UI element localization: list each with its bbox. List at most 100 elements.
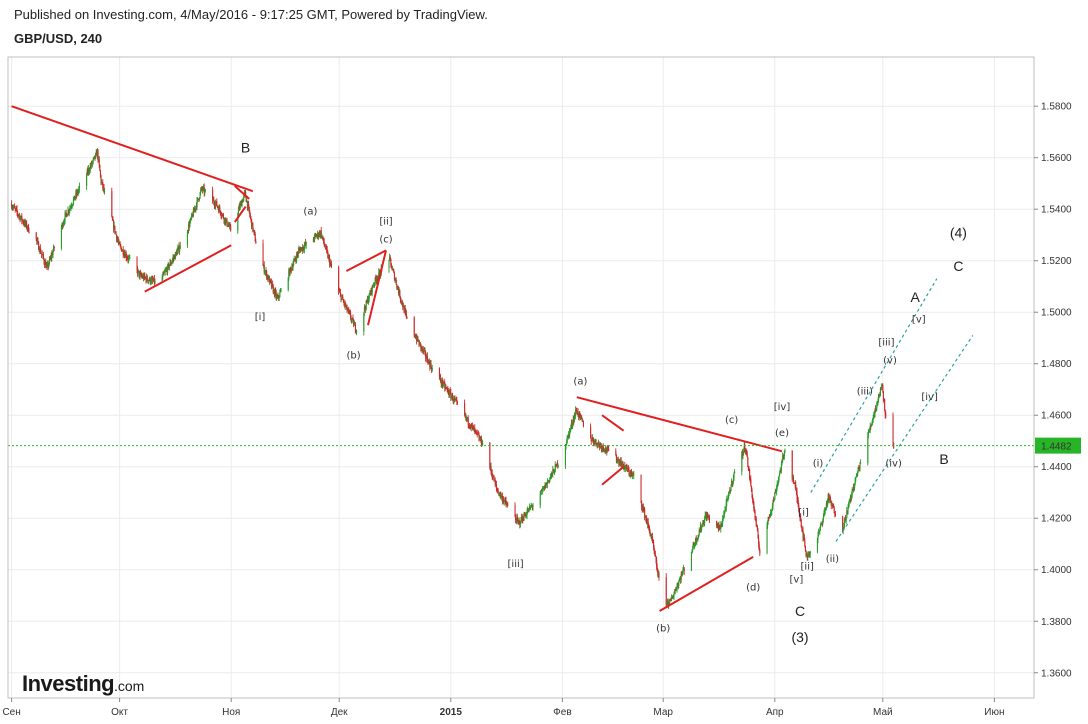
candle-body xyxy=(804,545,806,552)
candle-body xyxy=(247,204,249,208)
candle-body xyxy=(443,381,445,384)
candle-body xyxy=(120,245,122,248)
candle-body xyxy=(313,238,315,240)
candle-body xyxy=(355,330,357,333)
candle-body xyxy=(641,500,643,507)
candle-body xyxy=(624,467,626,469)
wave-label: B xyxy=(939,451,948,467)
candle-body xyxy=(405,313,407,317)
candle-body xyxy=(708,517,710,521)
candle-body xyxy=(368,293,370,300)
candle-body xyxy=(347,310,349,312)
candle-body xyxy=(426,356,428,362)
candle-body xyxy=(292,264,294,269)
candle-body xyxy=(353,319,355,326)
candle-body xyxy=(92,161,94,164)
candle-body xyxy=(102,187,104,189)
candle-body xyxy=(566,442,568,445)
candle-body xyxy=(808,551,810,555)
candle-body xyxy=(616,460,618,462)
candle-body xyxy=(62,223,64,227)
candle-body xyxy=(90,162,92,167)
candle-body xyxy=(673,593,675,596)
candle-body xyxy=(143,274,145,280)
candle-body xyxy=(617,459,619,461)
candle-body xyxy=(266,271,268,278)
candle-body xyxy=(222,214,224,216)
candle-body xyxy=(86,174,88,187)
candle-body xyxy=(746,453,748,457)
candle-body xyxy=(464,403,466,416)
candle-body xyxy=(471,423,473,426)
candle-body xyxy=(42,254,44,259)
candle-body xyxy=(696,539,698,540)
candle-body xyxy=(391,268,393,270)
candle-body xyxy=(417,336,419,342)
candle-body xyxy=(729,491,731,492)
candle-body xyxy=(140,273,142,275)
candle-body xyxy=(883,398,885,400)
candle-body xyxy=(545,482,547,488)
candle-body xyxy=(401,301,403,305)
x-tick-label: Ноя xyxy=(222,707,240,718)
candle-body xyxy=(757,531,759,539)
candle-body xyxy=(593,440,595,443)
candle-body xyxy=(442,385,444,386)
candle-body xyxy=(390,263,392,269)
candle-body xyxy=(323,242,325,245)
candle-body xyxy=(420,346,422,349)
candle-body xyxy=(377,278,379,280)
candle-body xyxy=(291,267,293,271)
candle-body xyxy=(473,426,475,431)
candle-body xyxy=(555,464,557,466)
candle-body xyxy=(501,495,503,502)
candle-body xyxy=(702,522,704,524)
candle-body xyxy=(578,415,580,417)
candle-body xyxy=(218,208,220,212)
candle-body xyxy=(438,368,440,379)
candle-body xyxy=(250,217,252,220)
candle-body xyxy=(117,239,119,241)
candle-body xyxy=(478,434,480,440)
candle-body xyxy=(802,530,804,538)
candle-body xyxy=(799,514,801,518)
candle-body xyxy=(148,280,150,282)
candle-body xyxy=(877,399,879,403)
candle-body xyxy=(606,450,608,452)
candle-body xyxy=(704,515,706,519)
candle-body xyxy=(163,272,165,274)
candle-body xyxy=(851,494,853,499)
candle-body xyxy=(338,267,340,292)
candle-body xyxy=(351,318,353,320)
candle-body xyxy=(582,420,584,422)
candle-body xyxy=(144,274,146,278)
candle-body xyxy=(667,600,669,605)
candle-body xyxy=(705,514,707,520)
candle-body xyxy=(322,237,324,239)
candle-body xyxy=(393,270,395,273)
candle-body xyxy=(102,182,104,188)
candle-body xyxy=(421,346,423,350)
candle-body xyxy=(876,402,878,409)
wave-label: [iv] xyxy=(921,392,938,403)
wave-label: [ii] xyxy=(379,217,392,228)
candle-body xyxy=(623,466,625,469)
candle-body xyxy=(318,232,320,236)
candle-body xyxy=(229,224,231,226)
candle-body xyxy=(882,391,884,399)
candle-body xyxy=(44,262,46,266)
candle-body xyxy=(453,397,455,401)
wave-label: [ii] xyxy=(801,562,814,573)
candle-body xyxy=(830,499,832,503)
candle-body xyxy=(501,495,503,497)
candle-body xyxy=(801,526,803,529)
candle-body xyxy=(414,336,416,339)
candle-body xyxy=(221,214,223,216)
candle-body xyxy=(402,304,404,308)
candle-body xyxy=(388,260,390,269)
candle-body xyxy=(567,435,569,438)
candle-body xyxy=(439,377,441,379)
candle-body xyxy=(590,426,592,438)
wave-label: [v] xyxy=(912,315,926,326)
